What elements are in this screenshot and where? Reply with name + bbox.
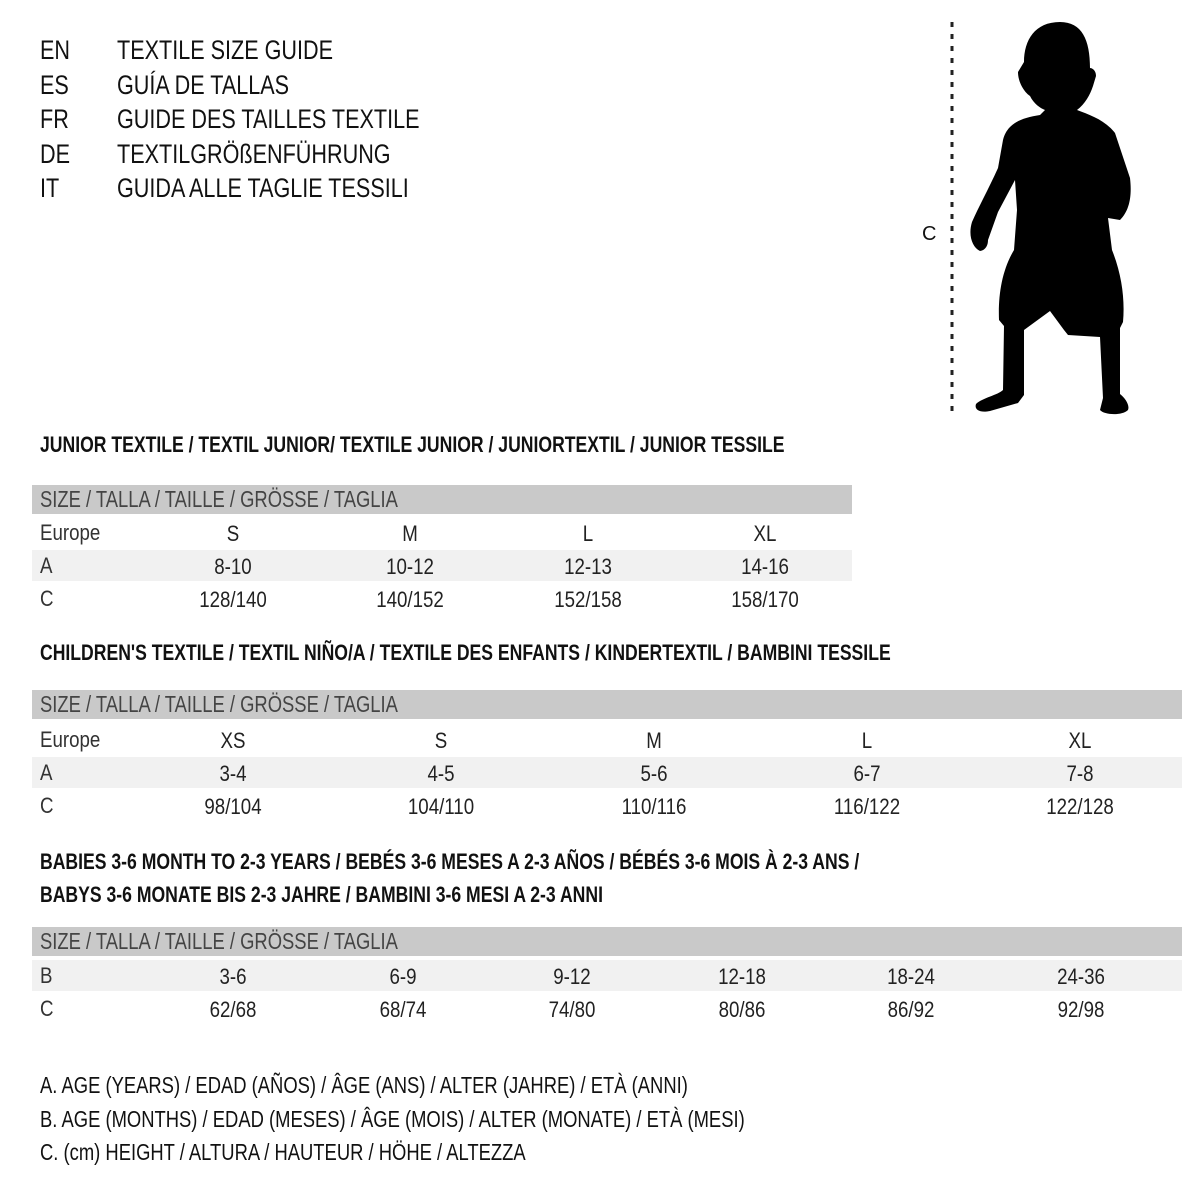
table-row: C 98/104 104/110 110/116 116/122 122/128: [32, 790, 1182, 821]
language-code: EN: [40, 35, 71, 65]
table-cell: L: [582, 521, 594, 546]
table-cell: 7-8: [1066, 761, 1094, 786]
row-label: A: [40, 553, 53, 578]
section-heading: BABYS 3-6 MONATE BIS 2-3 JAHRE / BAMBINI…: [40, 882, 603, 907]
size-header-label: SIZE / TALLA / TAILLE / GRÖSSE / TAGLIA: [40, 928, 398, 954]
table-cell: XS: [220, 728, 246, 753]
row-label: C: [40, 586, 54, 611]
table-cell: 6-9: [389, 964, 417, 989]
language-code: DE: [40, 138, 71, 169]
table-cell: 122/128: [1046, 794, 1114, 819]
legend-item: A. AGE (YEARS) / EDAD (AÑOS) / ÂGE (ANS)…: [40, 1072, 688, 1098]
table-cell: 74/80: [548, 997, 596, 1022]
table-cell: 12-13: [564, 554, 612, 579]
size-header-bar: SIZE / TALLA / TAILLE / GRÖSSE / TAGLIA: [32, 485, 852, 514]
table-cell: XL: [1068, 728, 1092, 753]
table-cell: 5-6: [640, 761, 668, 786]
row-label: B: [40, 963, 53, 988]
row-label: A: [40, 760, 53, 785]
child-silhouette-icon: [970, 22, 1131, 415]
table-cell: S: [434, 728, 448, 753]
language-title: GUÍA DE TALLAS: [117, 69, 290, 100]
table-cell: 14-16: [741, 554, 789, 579]
section-heading: CHILDREN'S TEXTILE / TEXTIL NIÑO/A / TEX…: [40, 640, 891, 665]
size-header-bar: SIZE / TALLA / TAILLE / GRÖSSE / TAGLIA: [32, 690, 1182, 719]
table-cell: 98/104: [204, 794, 262, 819]
legend-item: B. AGE (MONTHS) / EDAD (MESES) / ÂGE (MO…: [40, 1105, 745, 1132]
table-cell: 128/140: [199, 587, 267, 612]
table-cell: 62/68: [209, 997, 257, 1022]
section-heading: BABIES 3-6 MONTH TO 2-3 YEARS / BEBÉS 3-…: [40, 849, 860, 874]
row-label: C: [40, 793, 54, 818]
table-cell: XL: [753, 521, 777, 546]
table-row: Europe S M L XL: [32, 517, 852, 548]
table-cell: 9-12: [553, 964, 591, 989]
table-cell: 3-6: [219, 964, 247, 989]
language-title: TEXTILE SIZE GUIDE: [117, 35, 334, 65]
table-cell: 12-18: [718, 964, 766, 989]
table-cell: 110/116: [621, 794, 687, 819]
size-header-bar: SIZE / TALLA / TAILLE / GRÖSSE / TAGLIA: [32, 927, 1182, 956]
table-cell: 18-24: [887, 964, 935, 989]
table-cell: 24-36: [1057, 964, 1105, 989]
language-code: FR: [40, 104, 69, 134]
language-title: TEXTILGRÖßENFÜHRUNG: [117, 138, 391, 169]
table-cell: 10-12: [386, 554, 434, 579]
table-row: A 3-4 4-5 5-6 6-7 7-8: [32, 757, 1182, 788]
table-cell: 116/122: [833, 794, 901, 819]
language-code: ES: [40, 69, 69, 100]
table-cell: 152/158: [554, 587, 622, 612]
table-row: A 8-10 10-12 12-13 14-16: [32, 550, 852, 581]
table-cell: 104/110: [407, 794, 475, 819]
language-code: IT: [40, 173, 60, 203]
height-measure-label: C: [922, 223, 936, 245]
table-cell: 8-10: [214, 554, 252, 579]
table-cell: 3-4: [219, 761, 247, 786]
table-cell: 6-7: [853, 761, 881, 786]
table-cell: 92/98: [1057, 997, 1105, 1022]
table-row: Europe XS S M L XL: [32, 724, 1182, 755]
language-title: GUIDA ALLE TAGLIE TESSILI: [117, 173, 409, 203]
table-cell: S: [226, 521, 240, 546]
table-row: B 3-6 6-9 9-12 12-18 18-24 24-36: [32, 960, 1182, 991]
table-cell: 86/92: [887, 997, 935, 1022]
table-cell: 80/86: [718, 997, 766, 1022]
row-label: Europe: [40, 727, 101, 752]
table-row: C 128/140 140/152 152/158 158/170: [32, 583, 852, 614]
language-title: GUIDE DES TAILLES TEXTILE: [117, 104, 420, 134]
table-cell: 140/152: [376, 587, 444, 612]
table-cell: 4-5: [427, 761, 455, 786]
size-header-label: SIZE / TALLA / TAILLE / GRÖSSE / TAGLIA: [40, 486, 398, 512]
table-cell: M: [646, 728, 662, 753]
table-cell: L: [861, 728, 873, 753]
section-heading: JUNIOR TEXTILE / TEXTIL JUNIOR/ TEXTILE …: [40, 432, 785, 457]
table-cell: 68/74: [379, 997, 427, 1022]
table-cell: 158/170: [731, 587, 799, 612]
legend-item: C. (cm) HEIGHT / ALTURA / HAUTEUR / HÖHE…: [40, 1139, 526, 1165]
table-row: C 62/68 68/74 74/80 80/86 86/92 92/98: [32, 993, 1182, 1024]
child-silhouette-figure: C: [922, 22, 1131, 415]
row-label: Europe: [40, 520, 101, 545]
row-label: C: [40, 996, 54, 1021]
table-cell: M: [402, 521, 418, 546]
size-header-label: SIZE / TALLA / TAILLE / GRÖSSE / TAGLIA: [40, 691, 398, 717]
